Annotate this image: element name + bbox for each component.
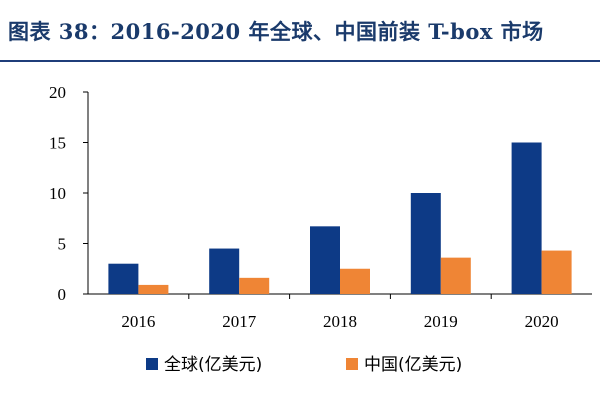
bar-global-2016 (108, 263, 139, 294)
legend-swatch-china (346, 358, 358, 370)
title-divider (0, 60, 600, 62)
bar-china-2018 (340, 268, 370, 294)
chart-bars (108, 142, 572, 294)
bar-china-2019 (440, 257, 471, 294)
bar-global-2018 (310, 226, 340, 294)
bar-global-2020 (511, 142, 542, 294)
x-tick-label: 2018 (323, 312, 357, 331)
legend-label-global: 全球(亿美元) (164, 355, 262, 375)
bar-china-2016 (138, 284, 169, 294)
y-tick-label: 5 (58, 235, 67, 254)
title-bar: 图表 38：2016-2020 年全球、中国前装 T-box 市场 (0, 0, 600, 62)
y-tick-label: 10 (49, 184, 66, 203)
chart-legend: 全球(亿美元) 中国(亿美元) (146, 355, 462, 375)
x-tick-label: 2017 (222, 312, 257, 331)
bar-china-2020 (541, 250, 572, 294)
bar-global-2019 (410, 193, 441, 294)
figure-title: 图表 38：2016-2020 年全球、中国前装 T-box 市场 (8, 19, 544, 44)
legend-swatch-global (146, 358, 158, 370)
bar-global-2017 (209, 248, 240, 294)
bar-china-2017 (239, 277, 270, 294)
x-tick-label: 2019 (424, 312, 458, 331)
y-tick-label: 15 (49, 134, 66, 153)
legend-label-china: 中国(亿美元) (364, 355, 462, 375)
chart-axes: 0 5 10 15 20 2016 2017 2018 2019 2020 (49, 83, 592, 331)
y-tick-label: 20 (49, 83, 66, 102)
x-tick-label: 2020 (525, 312, 559, 331)
x-tick-label: 2016 (121, 312, 155, 331)
y-tick-label: 0 (58, 285, 67, 304)
